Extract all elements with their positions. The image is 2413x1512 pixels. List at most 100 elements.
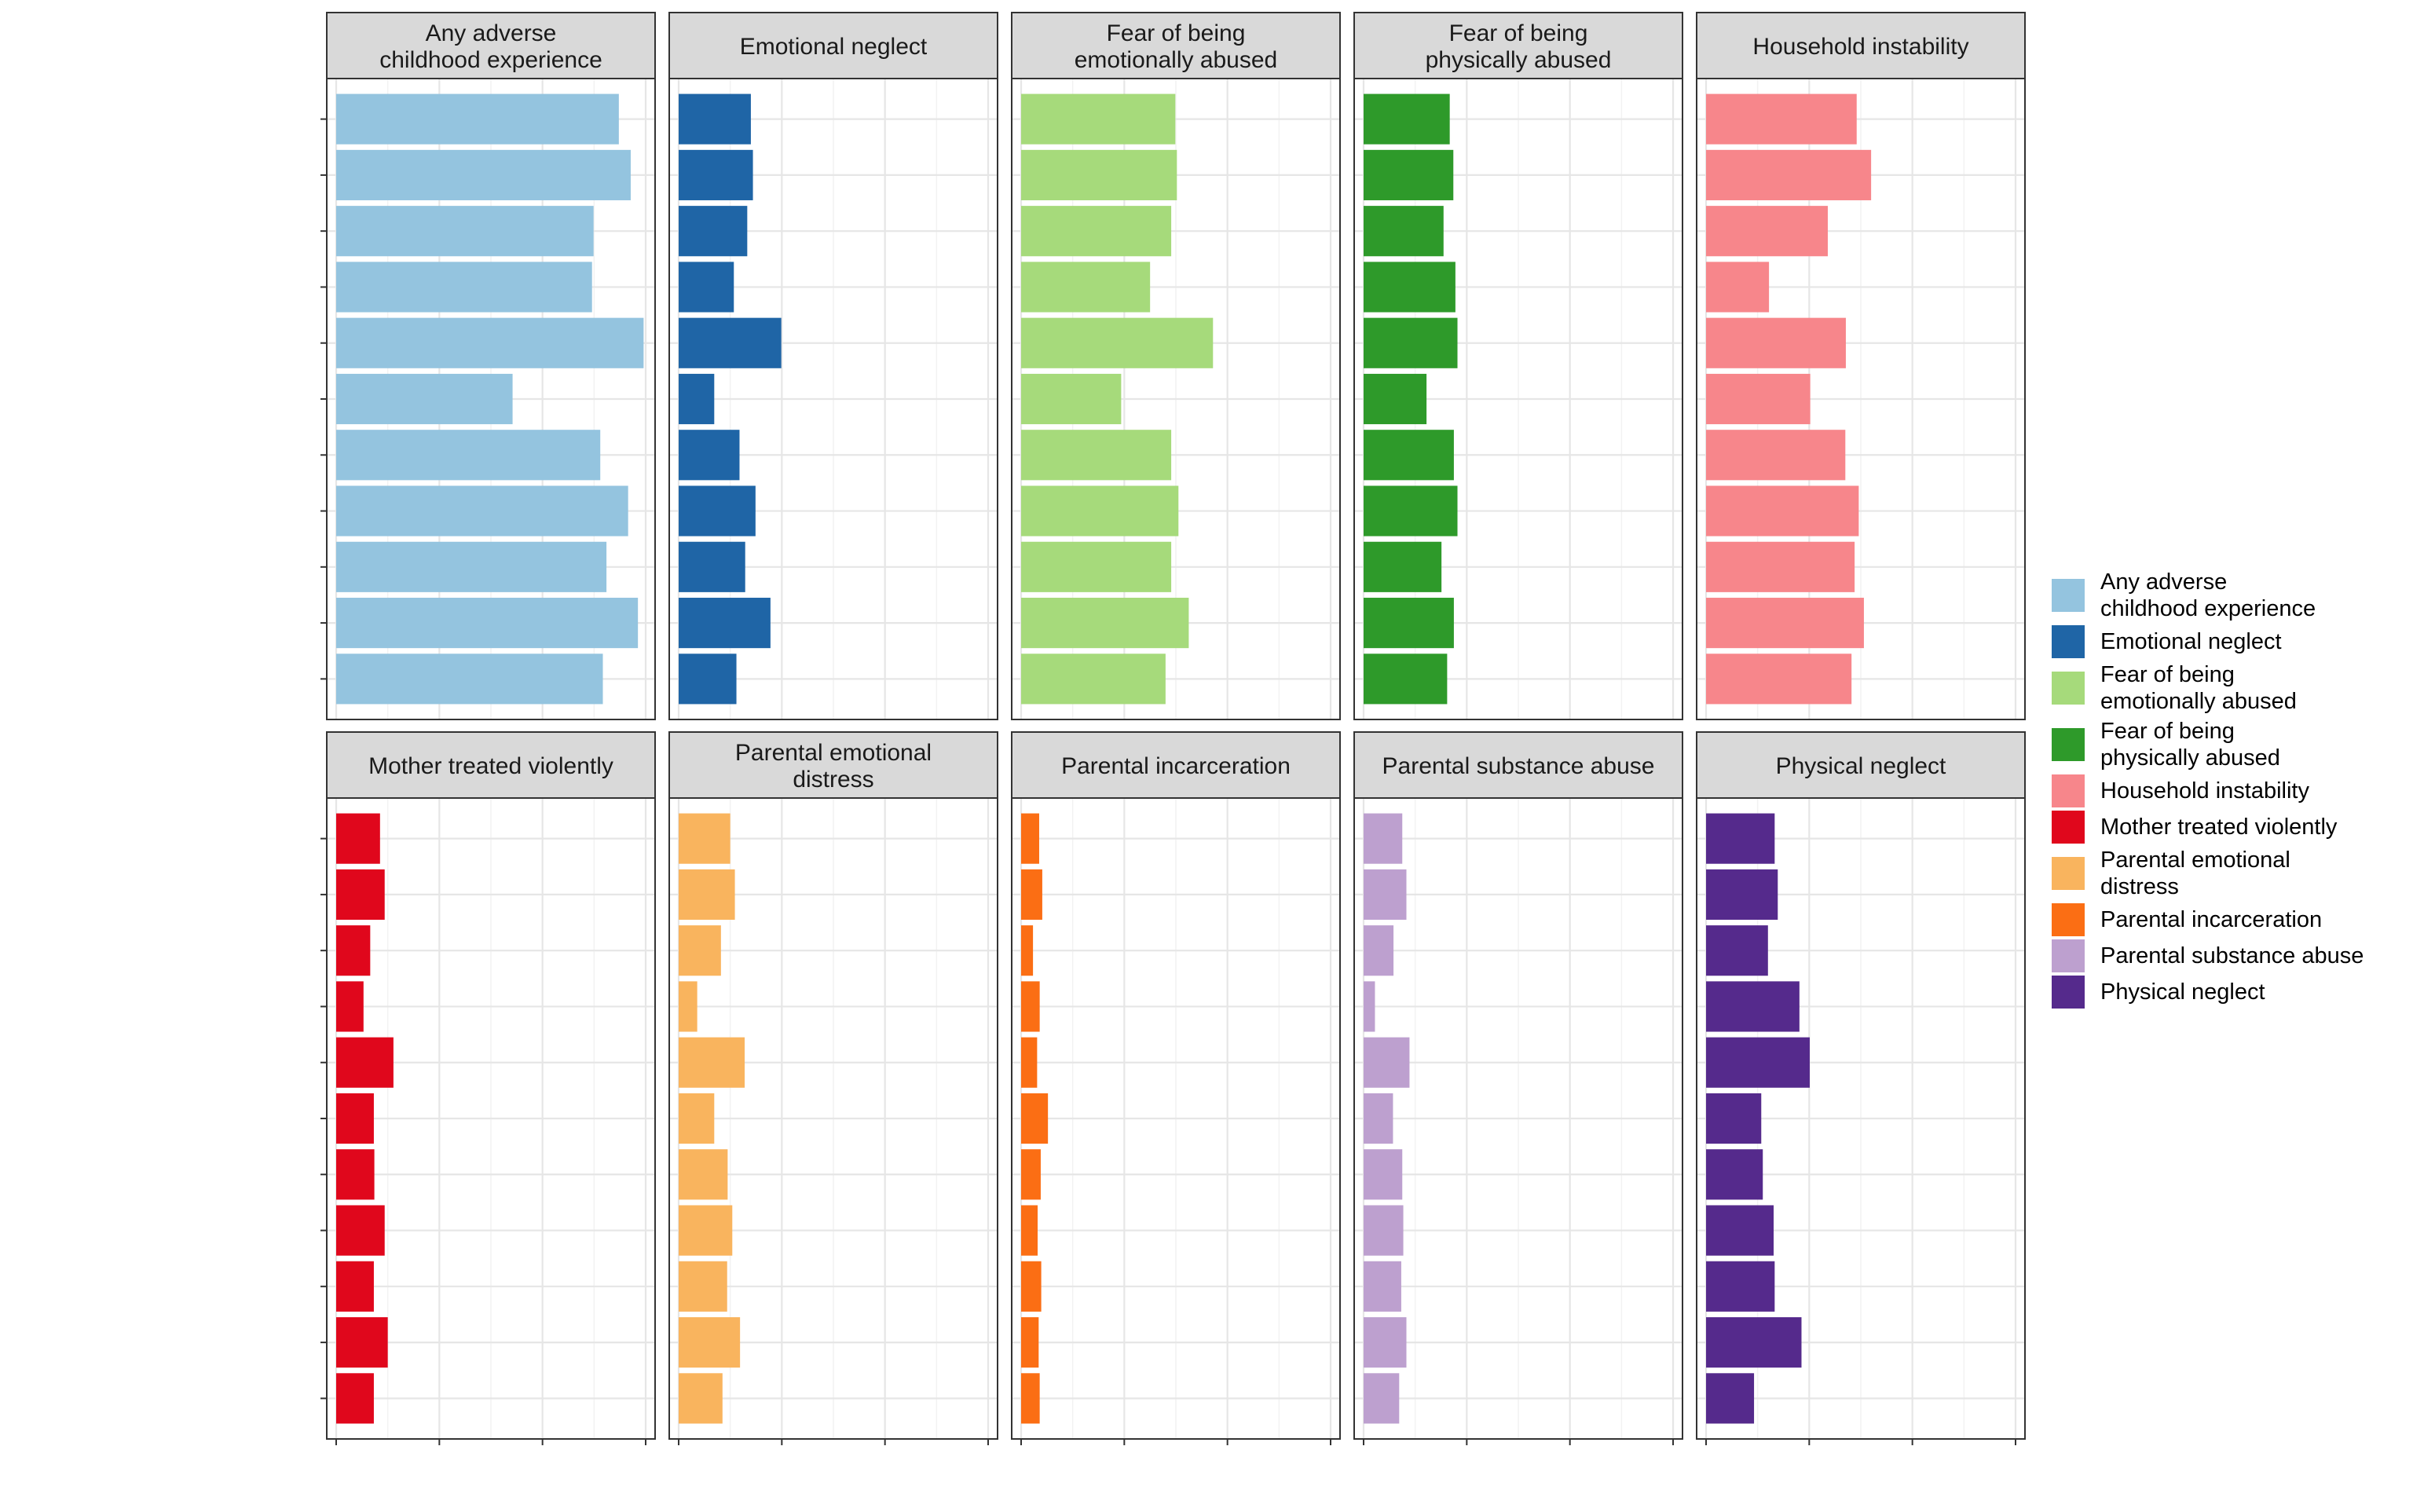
bar: [1706, 869, 1778, 920]
bar: [336, 925, 371, 976]
bar: [336, 1093, 374, 1144]
legend-label: Mother treated violently: [2100, 815, 2338, 840]
bar: [679, 541, 745, 592]
bar: [1021, 149, 1177, 200]
bar: [679, 981, 698, 1032]
bar: [1021, 653, 1166, 705]
bar: [679, 653, 737, 705]
bar: [679, 869, 735, 920]
bar: [336, 541, 607, 592]
bar: [1364, 262, 1455, 313]
bar: [1706, 262, 1770, 313]
bar: [679, 206, 748, 257]
bar: [1364, 813, 1403, 864]
bar: [1364, 485, 1458, 536]
panel-header-strip: [326, 731, 656, 799]
legend-key: [2052, 774, 2085, 807]
legend-label: Parental incarceration: [2100, 907, 2322, 932]
legend-label: Fear of being physically abused: [2100, 719, 2280, 771]
bar: [1706, 981, 1800, 1032]
bar: [1364, 653, 1448, 705]
legend-key: [2052, 976, 2085, 1009]
bar: [336, 93, 619, 145]
panel-title: Parental incarceration: [1061, 753, 1291, 779]
panel-header-strip: [1011, 731, 1341, 799]
bar: [1021, 1373, 1040, 1424]
bar: [679, 485, 756, 536]
panel-title: Fear of being emotionally abused: [1075, 20, 1278, 73]
panel-title: Parental emotional distress: [735, 740, 932, 793]
bar: [1364, 598, 1454, 649]
legend-label: Parental substance abuse: [2100, 943, 2364, 968]
panel-border: [1011, 797, 1341, 1440]
bar: [1021, 925, 1034, 976]
bar: [1706, 1093, 1762, 1144]
bar: [1364, 206, 1444, 257]
bar: [679, 925, 721, 976]
legend-key: [2052, 728, 2085, 761]
bar: [1706, 1373, 1755, 1424]
bar: [1364, 1149, 1403, 1200]
legend-label: Parental emotional distress: [2100, 848, 2290, 899]
bar: [1706, 1149, 1763, 1200]
bar: [336, 262, 592, 313]
legend-key: [2052, 857, 2085, 890]
legend-key: [2052, 811, 2085, 844]
bar: [1364, 869, 1407, 920]
panel-title: Physical neglect: [1776, 753, 1946, 779]
bar: [1364, 1261, 1401, 1312]
bar: [336, 206, 594, 257]
panel-border: [1353, 797, 1683, 1440]
panel-header-strip: [1353, 12, 1683, 79]
legend-key: [2052, 579, 2085, 612]
bar: [679, 430, 740, 481]
bar: [336, 1373, 374, 1424]
bar: [1021, 262, 1151, 313]
bar: [1706, 813, 1775, 864]
panel-header-strip: [668, 731, 998, 799]
bar: [1364, 317, 1458, 368]
bar: [1364, 149, 1454, 200]
bar: [1021, 1205, 1038, 1256]
panel-border: [1696, 78, 2026, 720]
panel-header-strip: [1696, 731, 2026, 799]
bar: [679, 1261, 727, 1312]
panel-header-strip: [326, 12, 656, 79]
bar: [1364, 1037, 1410, 1088]
bar: [679, 1149, 728, 1200]
bar: [1706, 1317, 1802, 1368]
bar: [1364, 1373, 1400, 1424]
legend-key: [2052, 672, 2085, 705]
bar: [1706, 317, 1846, 368]
bar: [336, 373, 513, 425]
bar: [1364, 93, 1450, 145]
bar: [1706, 925, 1768, 976]
bar: [336, 1037, 394, 1088]
bar: [336, 149, 631, 200]
bar: [1021, 598, 1189, 649]
bar: [1706, 430, 1846, 481]
bar: [1021, 1093, 1049, 1144]
panel-border: [668, 797, 998, 1440]
panel-border: [1696, 797, 2026, 1440]
panel-title: Any adverse childhood experience: [379, 20, 602, 73]
panel-title: Fear of being physically abused: [1426, 20, 1612, 73]
legend-label: Household instability: [2100, 778, 2309, 804]
bar: [679, 1373, 723, 1424]
panel-title: Household instability: [1752, 34, 1968, 60]
bar: [1021, 373, 1122, 425]
bar: [1706, 485, 1859, 536]
legend-key: [2052, 903, 2085, 936]
bar: [1364, 541, 1442, 592]
bar: [679, 262, 734, 313]
bar: [1021, 485, 1179, 536]
bar: [336, 317, 644, 368]
bar: [679, 373, 715, 425]
bar: [1021, 1037, 1038, 1088]
bar: [1706, 93, 1857, 145]
bar: [1021, 813, 1039, 864]
legend-label: Emotional neglect: [2100, 629, 2282, 654]
bar: [336, 869, 385, 920]
